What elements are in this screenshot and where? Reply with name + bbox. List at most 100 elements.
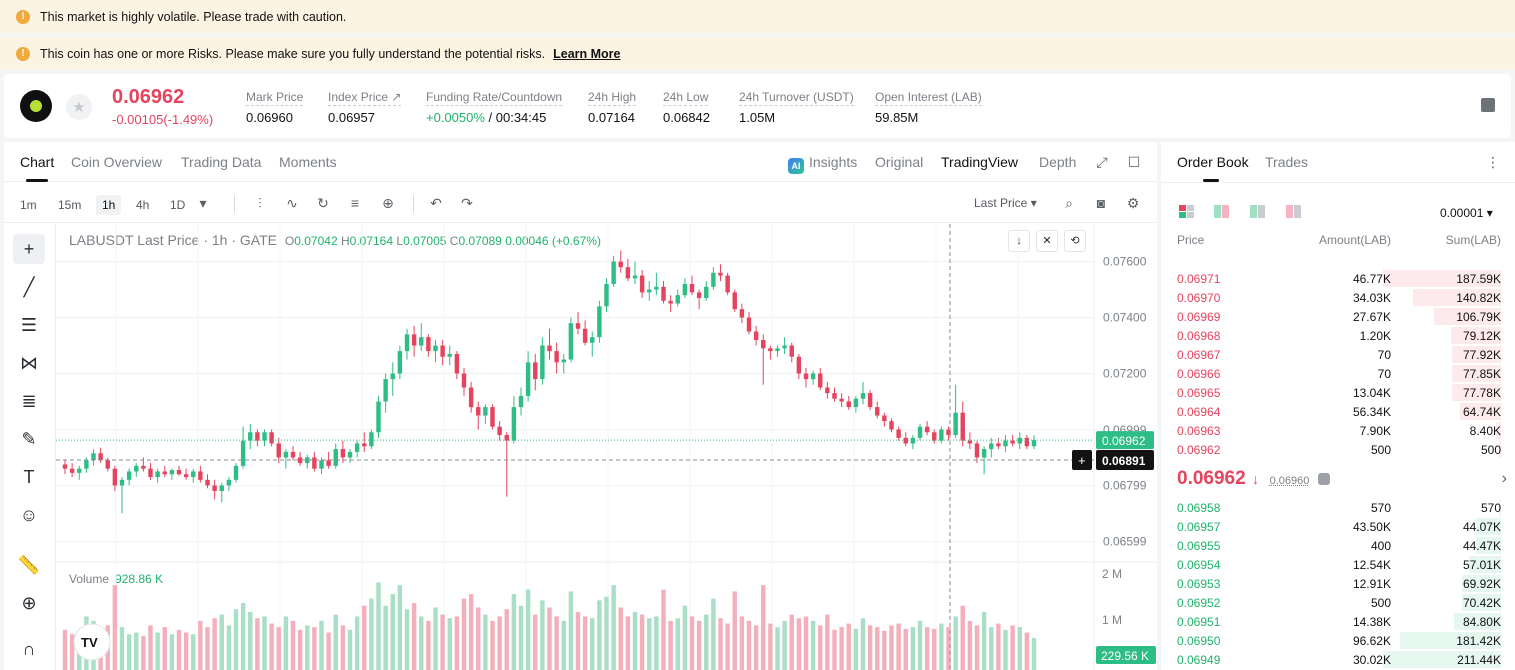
bid-row[interactable]: 0.06955 400 44.47K [1161, 536, 1515, 555]
price-chart[interactable]: 0.076000.074000.072000.069990.067990.065… [56, 224, 1157, 670]
arrow-down-icon[interactable]: ↓ [1008, 230, 1030, 252]
add-indicator-icon[interactable]: ⊕ [382, 195, 394, 211]
guide-book-icon[interactable] [1481, 98, 1495, 112]
price-type-select[interactable]: Last Price ▾ [974, 196, 1037, 210]
ask-row[interactable]: 0.06971 46.77K 187.59K [1161, 269, 1515, 288]
more-icon[interactable]: ⋮ [1486, 154, 1500, 170]
ruler-icon[interactable]: 📏 [17, 555, 41, 575]
pattern-icon[interactable]: ⋈ [20, 353, 38, 373]
volume-bar [768, 623, 773, 670]
stat-index-price[interactable]: Index Price ↗ 0.06957 [328, 90, 402, 125]
candle [582, 328, 588, 343]
text-icon[interactable]: T [23, 467, 35, 487]
emoji-icon[interactable]: ☺ [19, 505, 39, 525]
timeframe-1d[interactable]: 1D [170, 198, 186, 212]
price-cell: 0.06955 [1177, 539, 1221, 553]
ask-row[interactable]: 0.06963 7.90K 8.40K [1161, 421, 1515, 440]
depth-bar [1499, 441, 1501, 458]
volume-bar [134, 632, 139, 670]
bid-row[interactable]: 0.06954 12.54K 57.01K [1161, 555, 1515, 574]
tab-order-book[interactable]: Order Book [1177, 154, 1249, 182]
volume-bar [711, 598, 716, 670]
magnet-icon[interactable]: ∩ [22, 639, 36, 659]
ask-row[interactable]: 0.06968 1.20K 79.12K [1161, 326, 1515, 345]
book-mode-sells-icon[interactable] [1286, 205, 1302, 219]
ask-row[interactable]: 0.06967 70 77.92K [1161, 345, 1515, 364]
candle [554, 351, 559, 363]
tab-coin-overview[interactable]: Coin Overview [71, 154, 163, 170]
redo-icon[interactable]: ↷ [461, 195, 473, 211]
volume-bar [233, 609, 239, 670]
chevron-down-icon[interactable]: ▾ [199, 195, 207, 211]
bid-row[interactable]: 0.06951 14.38K 84.80K [1161, 612, 1515, 631]
learn-more-link[interactable]: Learn More [553, 46, 621, 61]
stat-mark-price: Mark Price 0.06960 [246, 90, 304, 125]
mid-price-row[interactable]: 0.06962 ↓ 0.06960 › [1177, 468, 1507, 490]
collapse-icon[interactable]: ✕ [1036, 230, 1058, 252]
volume-bar [255, 618, 260, 670]
candle [155, 471, 160, 478]
ask-row[interactable]: 0.06962 500 500 [1161, 440, 1515, 459]
timeframe-15m[interactable]: 15m [58, 198, 82, 212]
candle [896, 429, 901, 438]
ask-row[interactable]: 0.06965 13.04K 77.78K [1161, 383, 1515, 402]
bid-row[interactable]: 0.06950 96.62K 181.42K [1161, 631, 1515, 650]
book-mode-bids-icon[interactable] [1214, 205, 1230, 219]
tab-trading-data[interactable]: Trading Data [181, 154, 262, 170]
candle [262, 432, 267, 441]
divider [234, 195, 235, 213]
volume-bar [974, 625, 980, 670]
candles-icon[interactable]: ⫶ [258, 195, 262, 211]
tab-tradingview[interactable]: TradingView [941, 154, 1019, 170]
book-mode-both-icon[interactable] [1179, 205, 1195, 219]
tab-trades[interactable]: Trades [1265, 154, 1309, 170]
bid-row[interactable]: 0.06958 570 570 [1161, 498, 1515, 517]
timeframe-1m[interactable]: 1m [20, 198, 37, 212]
timeframe-1h[interactable]: 1h [96, 195, 122, 215]
undo-icon[interactable]: ↶ [430, 195, 442, 211]
fib-icon[interactable]: ≣ [21, 391, 37, 411]
replay-icon[interactable]: ↻ [317, 195, 329, 211]
horizontal-lines-icon[interactable]: ☰ [20, 315, 38, 335]
timeframe-4h[interactable]: 4h [136, 198, 150, 212]
camera-icon[interactable]: ◙ [1096, 195, 1106, 211]
bid-row[interactable]: 0.06953 12.91K 69.92K [1161, 574, 1515, 593]
trendline-icon[interactable]: ╱ [23, 277, 35, 297]
brush-icon[interactable]: ✎ [21, 429, 37, 449]
gear-icon[interactable]: ⚙ [1126, 195, 1140, 211]
tradingview-logo-icon: TV [81, 635, 98, 650]
tab-moments[interactable]: Moments [279, 154, 337, 170]
volume-bar [632, 611, 638, 670]
bid-row[interactable]: 0.06957 43.50K 44.07K [1161, 517, 1515, 536]
search-icon[interactable]: ⌕ [1065, 195, 1073, 211]
favorite-star-icon[interactable]: ★ [66, 94, 92, 120]
tab-depth[interactable]: Depth [1039, 154, 1077, 170]
volume-bar [411, 603, 417, 670]
tab-chart[interactable]: Chart [20, 154, 55, 182]
tab-original[interactable]: Original [875, 154, 924, 170]
chevron-right-icon[interactable]: › [1501, 470, 1507, 487]
bid-row[interactable]: 0.06949 30.02K 211.44K [1161, 650, 1515, 669]
ask-row[interactable]: 0.06970 34.03K 140.82K [1161, 288, 1515, 307]
coin-logo-icon [20, 90, 52, 122]
book-mode-asks-icon[interactable] [1250, 205, 1266, 219]
volume-bar [362, 605, 367, 670]
ask-row[interactable]: 0.06964 56.34K 64.74K [1161, 402, 1515, 421]
expand-icon[interactable]: ⤢ [1096, 154, 1108, 170]
volume-bar [939, 623, 944, 670]
bid-row[interactable]: 0.06952 500 70.42K [1161, 593, 1515, 612]
ask-row[interactable]: 0.06966 70 77.85K [1161, 364, 1515, 383]
crosshair-plus-icon: + [1078, 453, 1086, 468]
volume-bar [340, 625, 346, 670]
zoom-icon[interactable]: ⊕ [21, 593, 37, 613]
candle [1024, 437, 1030, 447]
indicators-icon[interactable]: ∿ [286, 195, 298, 211]
crosshair-icon[interactable]: + [13, 234, 45, 264]
candle [675, 295, 680, 304]
fullscreen-icon[interactable]: ☐ [1127, 154, 1141, 170]
templates-icon[interactable]: ≡ [350, 195, 360, 211]
ask-row[interactable]: 0.06969 27.67K 106.79K [1161, 307, 1515, 326]
reset-view-icon[interactable]: ⟲ [1064, 230, 1086, 252]
tab-insights[interactable]: AI Insights [788, 154, 857, 174]
tick-size-select[interactable]: 0.00001 ▾ [1440, 206, 1493, 220]
